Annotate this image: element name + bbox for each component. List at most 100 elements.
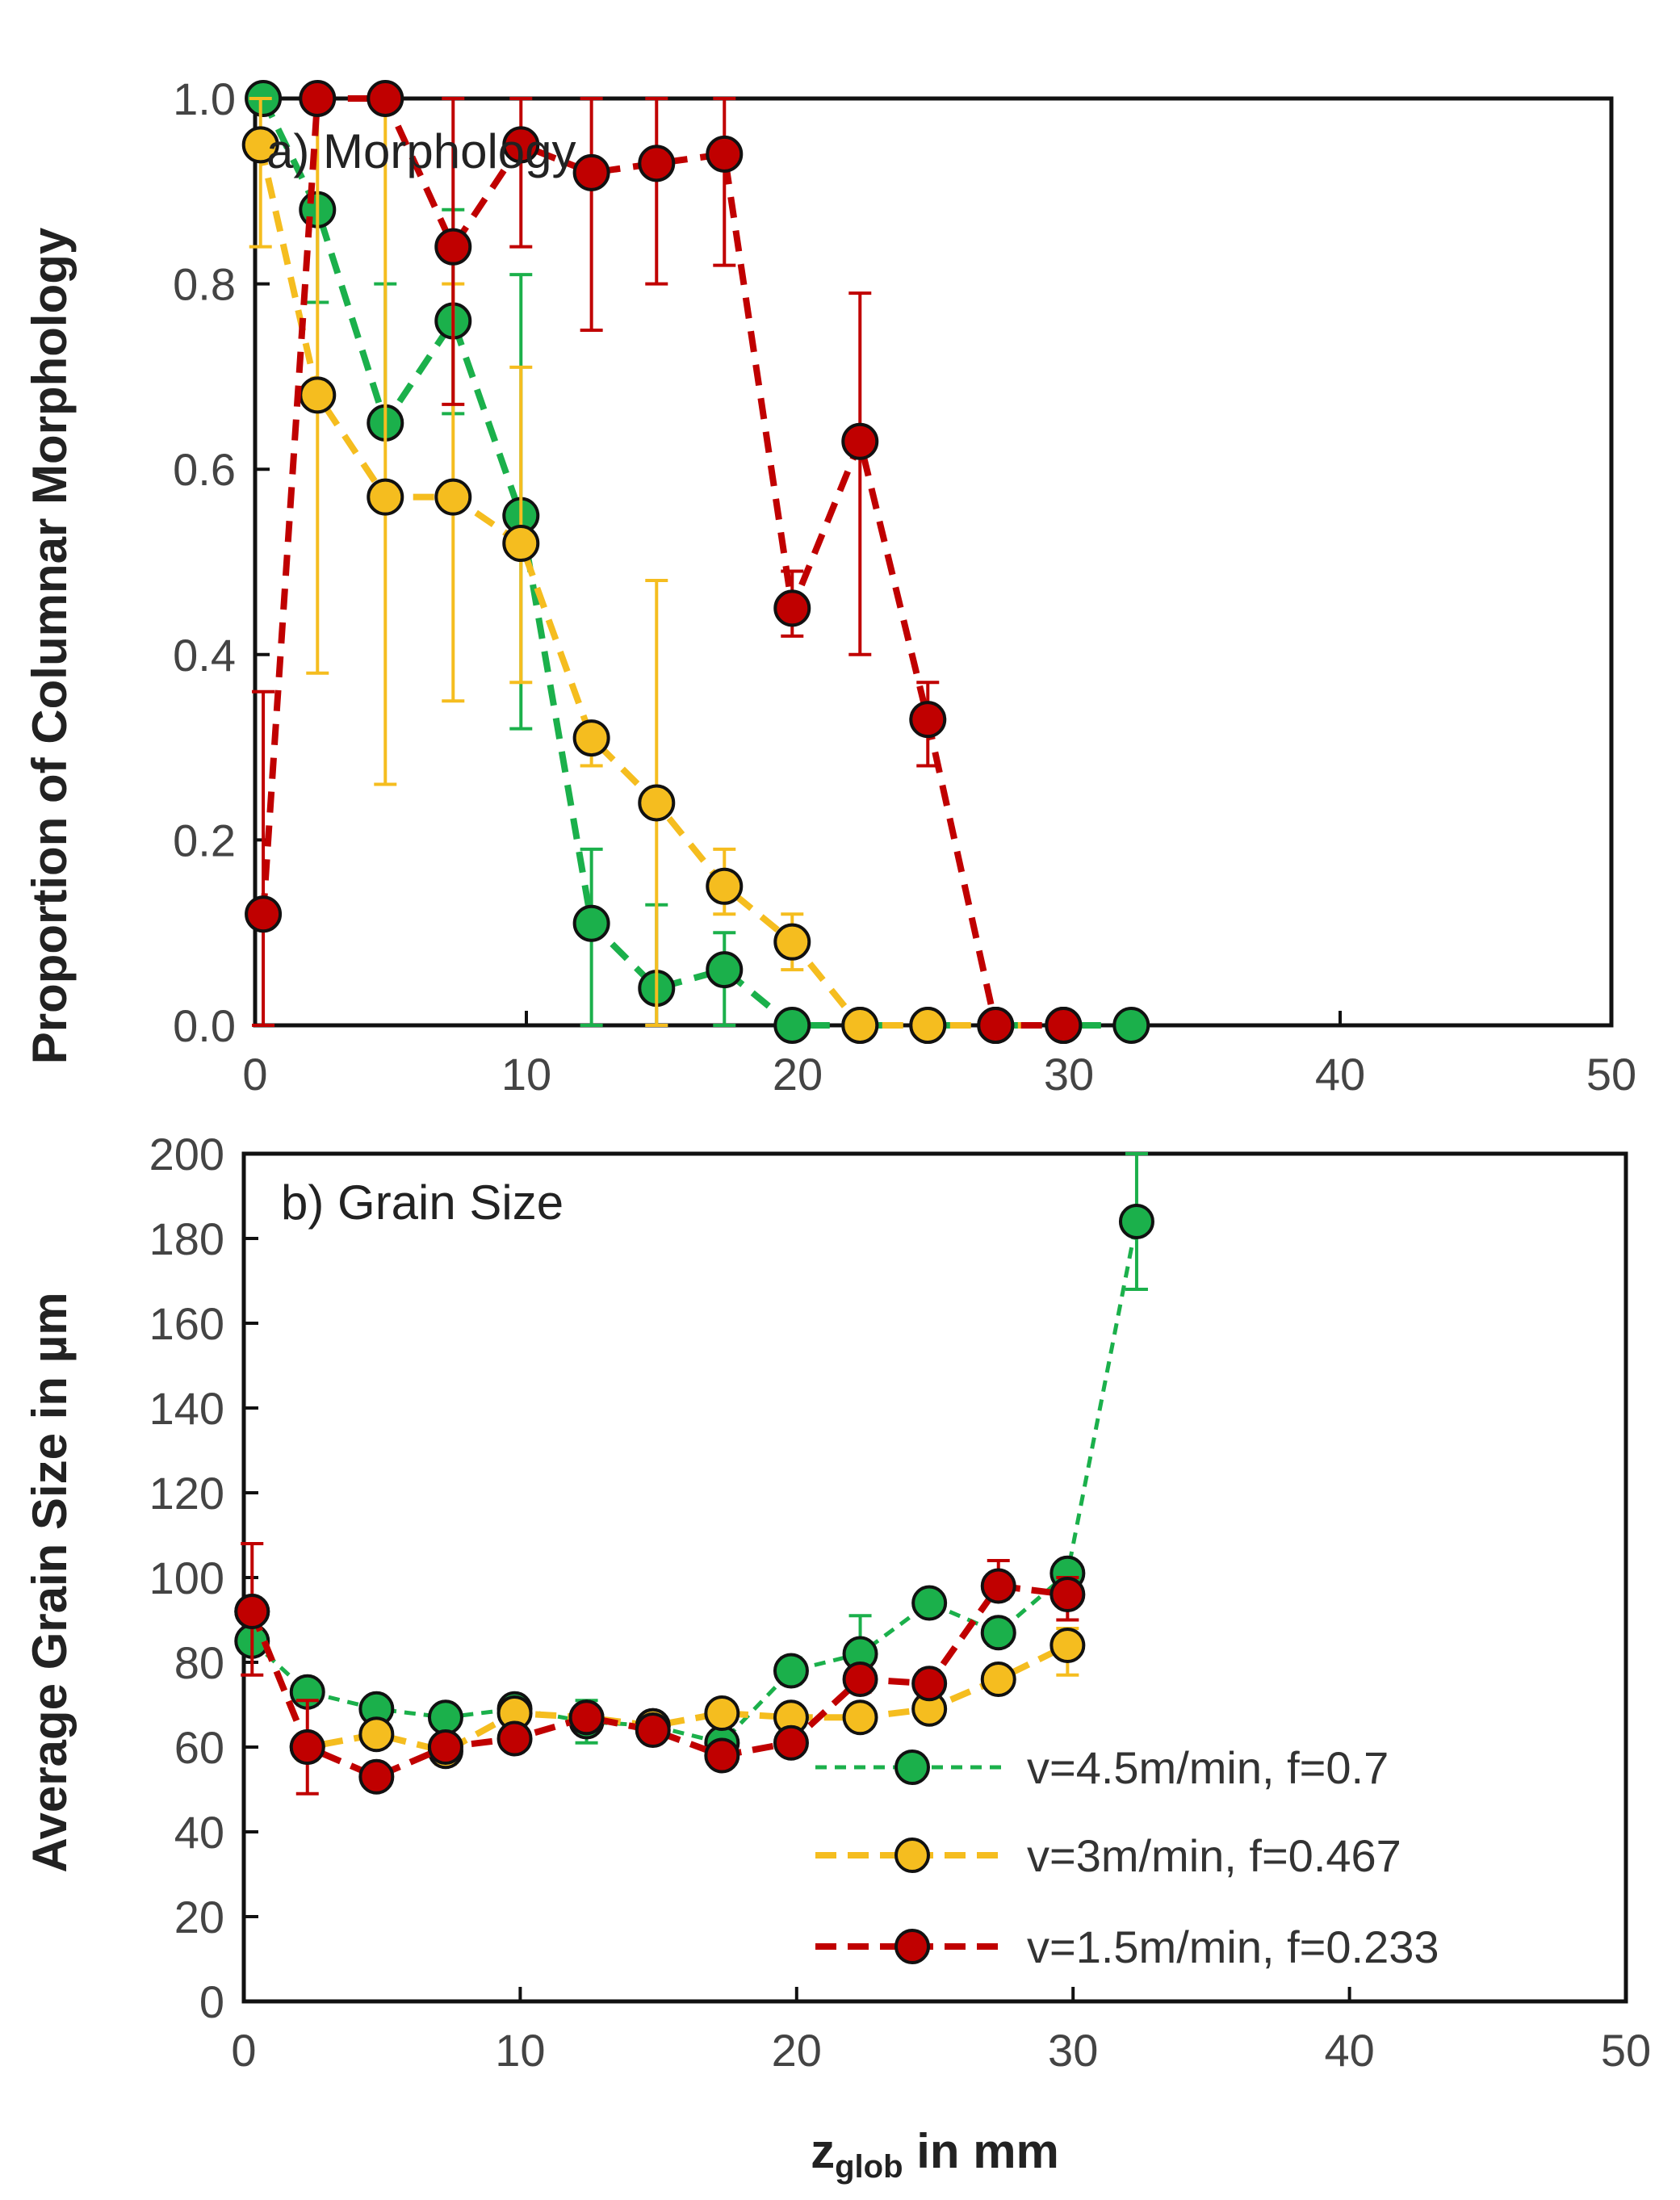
data-point [358, 1758, 395, 1795]
x-tick-label: 30 [1044, 1049, 1094, 1100]
series-3 [234, 1542, 1086, 1796]
data-point [1045, 1007, 1083, 1044]
data-point [980, 1662, 1016, 1697]
grain-size-x-ticks: 0 10 20 30 40 50 [231, 1987, 1651, 2076]
legend-label: v=3m/min, f=0.467 [1027, 1830, 1401, 1881]
data-point [635, 1712, 671, 1748]
data-point [704, 1737, 740, 1774]
y-tick-label: 0.2 [173, 815, 236, 865]
morphology-y-axis-title: Proportion of Columnar Morphology [23, 227, 77, 1064]
grain-size-y-axis-title: Average Grain Size in µm [23, 1292, 77, 1872]
legend-marker [894, 1838, 930, 1873]
y-tick-label: 0.6 [173, 444, 236, 495]
data-point [638, 784, 676, 822]
data-point [568, 1699, 605, 1736]
y-tick-label: 60 [174, 1722, 224, 1773]
data-point [572, 904, 610, 942]
grain-size-y-ticks: 0 20 40 60 80 100 120 140 160 180 200 [149, 1129, 258, 2027]
data-point [434, 228, 472, 266]
y-tick-label: 180 [149, 1213, 224, 1264]
data-point [434, 478, 472, 516]
morphology-panel: 0 10 20 30 40 50 0.0 0.2 0.4 0.6 0.8 1.0 a) Morpho… [23, 73, 1636, 1100]
x-tick-label: 20 [773, 1049, 823, 1100]
data-point [706, 951, 744, 989]
y-tick-label: 160 [149, 1298, 224, 1349]
data-point [638, 145, 676, 182]
data-point [909, 1007, 947, 1044]
data-point [367, 478, 404, 516]
grain-size-panel: 0 10 20 30 40 50 020406080100120140160180200 … [23, 1129, 1651, 2185]
y-tick-label: 0.8 [173, 259, 236, 310]
x-tick-label: 50 [1586, 1049, 1636, 1100]
data-point [496, 1720, 533, 1757]
data-point [911, 1666, 948, 1702]
data-point [706, 867, 744, 905]
data-point [911, 1585, 948, 1621]
legend-entry: v=4.5m/min, f=0.7 [815, 1742, 1389, 1793]
data-point [977, 1007, 1015, 1044]
data-point [773, 1724, 809, 1761]
data-point [773, 589, 811, 627]
y-tick-label: 40 [174, 1807, 224, 1858]
data-point [706, 135, 744, 173]
data-point [841, 422, 879, 460]
data-point [842, 1662, 878, 1697]
morphology-panel-title: a) Morphology [266, 124, 576, 178]
grain-size-panel-title: b) Grain Size [281, 1175, 563, 1230]
data-point [572, 153, 610, 191]
y-tick-label: 0.4 [173, 630, 236, 681]
data-point [241, 126, 279, 164]
data-point [289, 1729, 325, 1765]
data-point [572, 719, 610, 757]
data-point [704, 1695, 740, 1731]
legend-marker [894, 1929, 930, 1964]
data-point [427, 1699, 463, 1736]
y-tick-label: 100 [149, 1553, 224, 1603]
data-point [299, 80, 337, 117]
legend-marker [894, 1750, 930, 1785]
data-point [1049, 1628, 1086, 1663]
data-point [358, 1716, 395, 1753]
data-point [502, 126, 540, 164]
data-point [299, 376, 337, 414]
data-point [773, 1007, 811, 1044]
data-point [1118, 1204, 1154, 1239]
x-tick-label: 40 [1324, 2025, 1374, 2076]
data-point [427, 1729, 463, 1765]
morphology-plot-frame [253, 96, 1614, 1028]
x-axis-title-subscript: glob [835, 2149, 903, 2185]
data-point [502, 525, 540, 563]
y-tick-label: 120 [149, 1468, 224, 1519]
data-point [367, 80, 404, 117]
data-point [234, 1594, 270, 1629]
x-tick-label: 10 [501, 1049, 551, 1100]
data-point [842, 1699, 878, 1736]
data-point [909, 701, 947, 739]
x-tick-label: 0 [231, 2025, 256, 2076]
data-point [245, 895, 283, 933]
y-tick-label: 200 [149, 1129, 224, 1180]
morphology-series [241, 80, 1150, 1044]
y-tick-label: 1.0 [173, 73, 236, 124]
y-tick-label: 0.0 [173, 1000, 236, 1051]
x-tick-label: 10 [495, 2025, 545, 2076]
legend-entry: v=3m/min, f=0.467 [815, 1830, 1401, 1881]
x-tick-label: 40 [1315, 1049, 1365, 1100]
data-point [841, 1007, 879, 1044]
x-tick-label: 20 [772, 2025, 822, 2076]
y-tick-label: 0 [199, 1976, 224, 2027]
data-point [1049, 1577, 1086, 1612]
legend-label: v=4.5m/min, f=0.7 [1027, 1742, 1389, 1793]
grain-size-plot-frame [241, 1151, 1628, 2004]
x-tick-label: 0 [242, 1049, 267, 1100]
legend-label: v=1.5m/min, f=0.233 [1027, 1921, 1439, 1972]
x-axis-title-main: z [811, 2124, 835, 2178]
x-axis-title-rest: in mm [903, 2124, 1059, 2178]
data-point [1112, 1007, 1150, 1044]
series-3 [245, 80, 1083, 1044]
y-tick-label: 80 [174, 1637, 224, 1688]
data-point [980, 1615, 1016, 1651]
legend: v=4.5m/min, f=0.7 v=3m/min, f=0.467 v=1.5m… [815, 1742, 1439, 1972]
data-point [980, 1568, 1016, 1604]
